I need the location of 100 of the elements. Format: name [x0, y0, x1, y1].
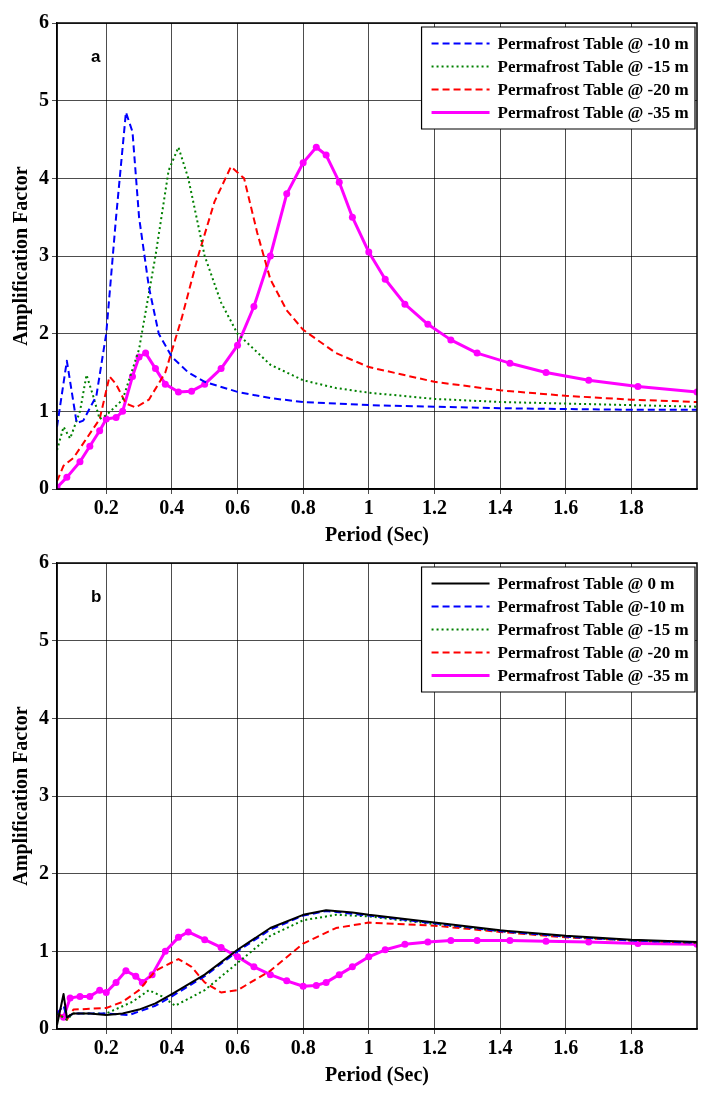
legend-label: Permafrost Table @ -20 m — [497, 642, 689, 662]
x-tick-label: 1.2 — [421, 1036, 447, 1059]
point — [365, 953, 373, 961]
point — [96, 427, 104, 435]
y-tick-label: 6 — [39, 10, 49, 33]
point — [401, 300, 409, 308]
point — [634, 382, 642, 390]
point — [585, 938, 593, 946]
point — [312, 143, 320, 151]
y-tick-label: 2 — [39, 320, 49, 343]
point — [86, 442, 94, 450]
x-tick-label: 0.2 — [93, 1036, 119, 1059]
point — [365, 248, 373, 256]
point — [266, 252, 274, 260]
point — [96, 986, 104, 994]
point — [217, 365, 225, 373]
point — [122, 967, 130, 975]
y-tick-label: 6 — [39, 550, 49, 573]
x-tick-label: 0.2 — [93, 496, 119, 519]
point — [283, 977, 291, 985]
point — [66, 994, 74, 1002]
point — [184, 928, 192, 936]
point — [174, 388, 182, 396]
x-tick-label: 0.4 — [159, 1036, 185, 1059]
y-axis-title: Amplification Factor — [9, 166, 33, 346]
point — [188, 387, 196, 395]
legend-label: Permafrost Table @ -20 m — [497, 79, 689, 99]
x-tick-label: 1 — [363, 496, 374, 519]
point — [142, 349, 150, 357]
point — [585, 376, 593, 384]
y-tick-label: 3 — [39, 783, 49, 806]
x-tick-label: 1.8 — [618, 496, 644, 519]
point — [335, 971, 343, 979]
point — [424, 938, 432, 946]
point — [299, 982, 307, 990]
point — [112, 978, 120, 986]
point — [473, 936, 481, 944]
y-tick-label: 2 — [39, 860, 49, 883]
y-axis-title: Amplification Factor — [9, 706, 33, 886]
legend-label: Permafrost Table @ -10 m — [497, 33, 689, 53]
x-tick-label: 0.4 — [159, 496, 185, 519]
y-tick-label: 0 — [39, 1016, 49, 1039]
point — [151, 365, 159, 373]
y-tick-label: 1 — [39, 938, 49, 961]
point — [335, 178, 343, 186]
legend-label: Permafrost Table @ 0 m — [497, 573, 675, 593]
x-tick-label: 1.4 — [487, 496, 513, 519]
point — [299, 159, 307, 167]
x-tick-label: 0.8 — [290, 1036, 316, 1059]
point — [102, 415, 110, 423]
x-tick-label: 1 — [363, 1036, 374, 1059]
point — [381, 275, 389, 283]
point — [381, 946, 389, 954]
point — [473, 349, 481, 357]
point — [447, 936, 455, 944]
point — [312, 982, 320, 990]
x-tick-label: 1.2 — [421, 496, 447, 519]
point — [234, 341, 242, 349]
x-tick-label: 0.6 — [225, 1036, 251, 1059]
annotation: b — [91, 587, 102, 607]
point — [132, 972, 140, 980]
legend-label: Permafrost Table @ -15 m — [497, 619, 689, 639]
point — [102, 989, 110, 996]
x-tick-label: 1.6 — [553, 496, 579, 519]
point — [266, 971, 274, 979]
y-tick-label: 4 — [39, 165, 49, 188]
point — [447, 336, 455, 344]
point — [201, 936, 209, 944]
point — [250, 963, 258, 971]
y-tick-label: 4 — [39, 705, 49, 728]
y-tick-label: 3 — [39, 243, 49, 266]
point — [401, 940, 409, 948]
x-tick-label: 1.4 — [487, 1036, 513, 1059]
point — [63, 473, 71, 481]
point — [542, 369, 550, 376]
point — [506, 936, 514, 944]
point — [112, 414, 120, 422]
point — [348, 213, 356, 221]
x-tick-label: 0.8 — [290, 496, 316, 519]
point — [161, 947, 169, 955]
legend-label: Permafrost Table @-10 m — [497, 596, 685, 616]
point — [542, 937, 550, 945]
point — [322, 151, 330, 159]
y-tick-label: 5 — [39, 87, 49, 110]
y-tick-label: 0 — [39, 476, 49, 499]
point — [76, 992, 84, 1000]
legend-label: Permafrost Table @ -35 m — [497, 102, 689, 122]
x-tick-label: 0.6 — [225, 496, 251, 519]
point — [217, 943, 225, 951]
point — [250, 302, 258, 310]
point — [76, 458, 84, 466]
point — [234, 953, 242, 961]
point — [348, 963, 356, 971]
legend-label: Permafrost Table @ -35 m — [497, 665, 689, 685]
point — [283, 190, 291, 198]
point — [161, 380, 169, 388]
y-tick-label: 5 — [39, 627, 49, 650]
x-tick-label: 1.8 — [618, 1036, 644, 1059]
point — [322, 978, 330, 986]
point — [174, 933, 182, 941]
